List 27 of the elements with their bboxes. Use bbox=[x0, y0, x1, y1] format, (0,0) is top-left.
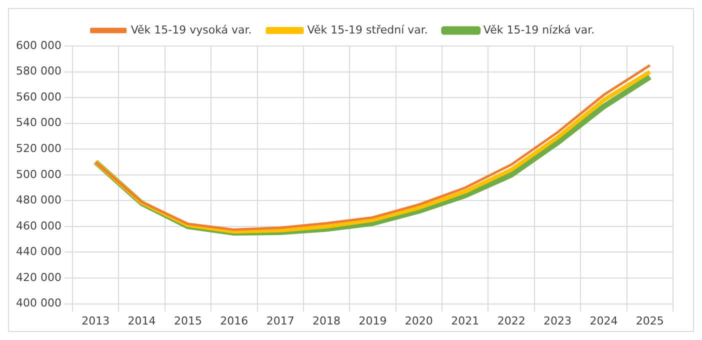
y-tick-label: 600 000 bbox=[16, 38, 62, 52]
y-tick-label: 420 000 bbox=[16, 270, 62, 284]
y-tick-label: 440 000 bbox=[16, 245, 62, 258]
legend-label: Věk 15-19 střední var. bbox=[307, 23, 428, 36]
x-tick-label: 2022 bbox=[497, 314, 526, 328]
y-tick-label: 560 000 bbox=[16, 90, 62, 104]
legend-label: Věk 15-19 vysoká var. bbox=[130, 23, 252, 36]
x-tick-label: 2020 bbox=[404, 314, 433, 328]
x-tick-label: 2019 bbox=[358, 314, 387, 328]
x-tick-label: 2015 bbox=[174, 314, 202, 328]
x-tick-label: 2013 bbox=[82, 314, 110, 328]
y-tick-label: 500 000 bbox=[16, 168, 62, 181]
y-tick-label: 460 000 bbox=[16, 219, 62, 232]
x-tick-label: 2016 bbox=[220, 314, 248, 328]
x-tick-label: 2018 bbox=[312, 314, 341, 328]
x-tick-label: 2014 bbox=[128, 314, 156, 328]
y-tick-label: 480 000 bbox=[16, 194, 62, 207]
y-tick-label: 540 000 bbox=[16, 116, 62, 130]
x-tick-label: 2025 bbox=[636, 314, 664, 328]
x-tick-label: 2024 bbox=[590, 314, 618, 328]
y-tick-label: 400 000 bbox=[16, 296, 62, 310]
x-tick-label: 2017 bbox=[266, 314, 294, 328]
x-tick-label: 2021 bbox=[451, 314, 480, 328]
y-tick-label: 520 000 bbox=[16, 142, 62, 155]
x-tick-label: 2023 bbox=[544, 314, 572, 328]
y-tick-label: 580 000 bbox=[16, 64, 62, 78]
legend-label: Věk 15-19 nízká var. bbox=[483, 23, 595, 36]
